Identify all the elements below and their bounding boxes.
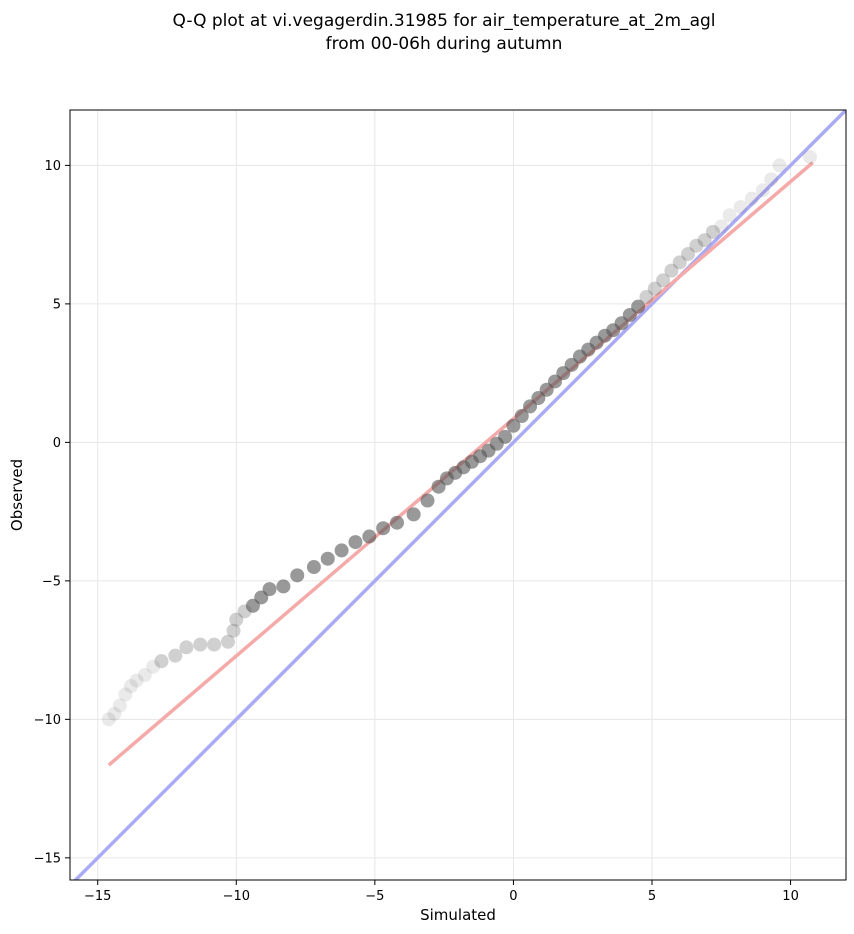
chart-title-line-2: from 00-06h during autumn [326,34,563,54]
data-point [220,634,235,649]
x-tick-label: −10 [223,889,250,904]
grid-lines [70,110,846,880]
identity-line [73,110,846,880]
chart-title-line-1: Q-Q plot at vi.vegagerdin.31985 for air_… [172,11,715,31]
data-point [772,158,787,173]
x-axis-ticks: −15 −10 −5 0 5 10 [84,880,799,904]
data-point [146,659,161,674]
y-tick-label: 0 [53,436,61,451]
data-point [697,233,712,248]
y-tick-label: −15 [34,851,61,866]
data-point [639,289,654,304]
y-axis-ticks: −15 −10 −5 0 5 10 [34,159,70,866]
data-point [406,507,421,522]
y-tick-label: 10 [44,159,61,174]
data-point [733,199,748,214]
data-point [681,247,696,262]
y-tick-label: −5 [42,574,61,589]
data-point [193,637,208,652]
x-tick-label: 5 [648,889,656,904]
data-point [376,521,391,536]
y-tick-label: 5 [53,297,61,312]
reference-lines [73,110,846,880]
data-point [118,687,133,702]
data-point [362,529,377,544]
data-point [656,273,671,288]
data-points [101,150,817,727]
data-point [276,579,291,594]
data-point [498,429,513,444]
data-point [154,654,169,669]
data-point [137,668,152,683]
data-point [506,418,521,433]
plot-frame [69,109,847,881]
data-point [320,551,335,566]
data-point [112,698,127,713]
data-point [129,673,144,688]
data-point [764,172,779,187]
data-point [262,582,277,597]
data-point [390,515,405,530]
x-tick-label: −15 [84,889,111,904]
data-point [802,150,817,165]
x-axis-label: Simulated [420,906,496,924]
data-point [664,263,679,278]
data-point [755,183,770,198]
data-point [334,543,349,558]
data-point [290,568,305,583]
x-tick-label: 10 [782,889,799,904]
data-point [514,409,529,424]
data-point [306,560,321,575]
data-point [705,224,720,239]
data-point [714,219,729,234]
x-tick-label: 0 [509,889,517,904]
y-axis-label: Observed [8,459,26,531]
data-point [168,648,183,663]
data-point [179,640,194,655]
data-point [744,191,759,206]
data-point [348,535,363,550]
data-point [229,612,244,627]
data-point [107,706,122,721]
y-tick-label: −10 [34,713,61,728]
data-point [226,623,241,638]
data-point [672,255,687,270]
data-point [722,208,737,223]
data-point [123,679,138,694]
data-point [689,238,704,253]
x-tick-label: −5 [365,889,384,904]
data-point [647,281,662,296]
data-point [631,299,646,314]
data-point [207,637,222,652]
data-point [420,493,435,508]
data-point [101,712,116,727]
